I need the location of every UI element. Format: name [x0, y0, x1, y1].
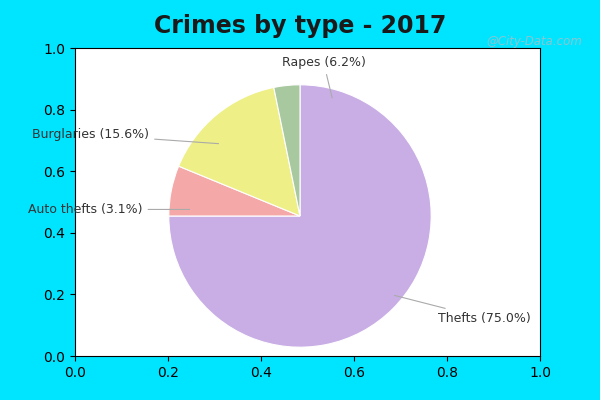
Wedge shape — [169, 85, 431, 347]
Text: Auto thefts (3.1%): Auto thefts (3.1%) — [28, 203, 190, 216]
Text: Thefts (75.0%): Thefts (75.0%) — [395, 296, 530, 325]
Text: @City-Data.com: @City-Data.com — [486, 35, 582, 48]
Text: Crimes by type - 2017: Crimes by type - 2017 — [154, 14, 446, 38]
Wedge shape — [274, 85, 300, 216]
Text: Rapes (6.2%): Rapes (6.2%) — [281, 56, 365, 98]
Wedge shape — [169, 166, 300, 216]
Wedge shape — [179, 88, 300, 216]
Text: Burglaries (15.6%): Burglaries (15.6%) — [32, 128, 218, 144]
